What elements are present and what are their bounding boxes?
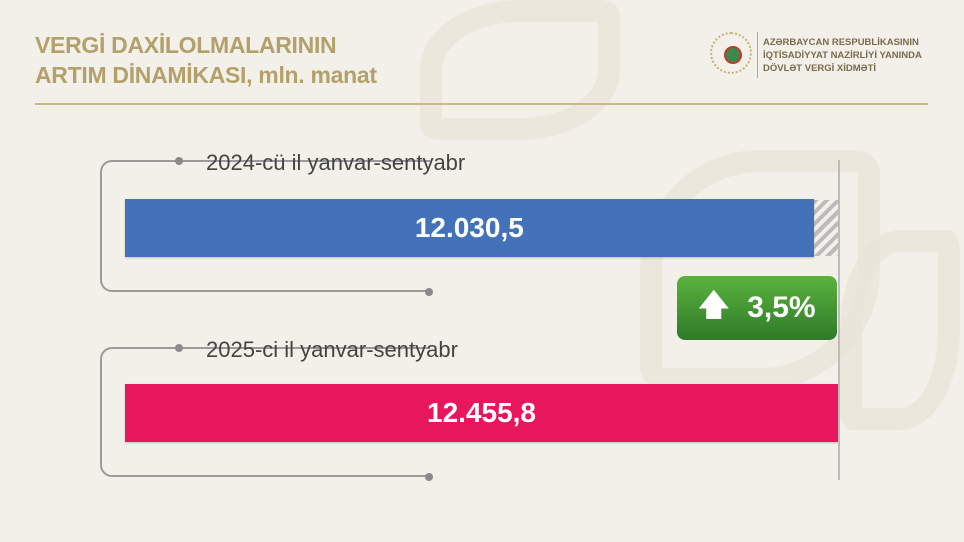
org-line-3: DÖVLƏT VERGİ XİDMƏTİ <box>763 63 877 74</box>
bracket-2024 <box>100 160 430 292</box>
org-line-1: AZƏRBAYCAN RESPUBLİKASININ <box>763 37 919 48</box>
bracket-dot <box>175 157 183 165</box>
bar-2025: 12.455,8 <box>125 384 838 442</box>
emblem-logo <box>710 32 752 74</box>
bar-2024: 12.030,5 <box>125 199 814 257</box>
background-ornament <box>840 230 960 430</box>
title-line-1: VERGİ DAXİLOLMALARININ <box>35 32 337 58</box>
bracket-2025 <box>100 347 430 477</box>
header-divider <box>35 103 928 105</box>
bracket-dot <box>425 288 433 296</box>
org-line-2: İQTİSADİYYAT NAZİRLİYİ YANINDA <box>763 50 922 61</box>
emblem-center <box>724 46 742 64</box>
organization-name: AZƏRBAYCAN RESPUBLİKASININ İQTİSADİYYAT … <box>763 36 953 75</box>
background-ornament <box>420 0 620 140</box>
arrow-up-icon: 🡅 <box>698 288 730 322</box>
growth-badge: 🡅 3,5% <box>677 276 837 340</box>
logo-divider <box>757 32 758 78</box>
difference-hatch <box>813 200 838 256</box>
bracket-dot <box>175 344 183 352</box>
value-label-2025: 12.455,8 <box>427 397 536 428</box>
category-label-2025: 2025-ci il yanvar-sentyabr <box>206 337 458 362</box>
category-label-2024: 2024-cü il yanvar-sentyabr <box>206 150 466 175</box>
max-reference-line <box>838 160 840 480</box>
title-line-2: ARTIM DİNAMİKASI, mln. manat <box>35 62 377 88</box>
value-label-2024: 12.030,5 <box>414 212 524 243</box>
growth-value: 3,5% <box>747 291 816 324</box>
bracket-dot <box>425 473 433 481</box>
chart-title: VERGİ DAXİLOLMALARININ ARTIM DİNAMİKASI,… <box>35 30 377 90</box>
